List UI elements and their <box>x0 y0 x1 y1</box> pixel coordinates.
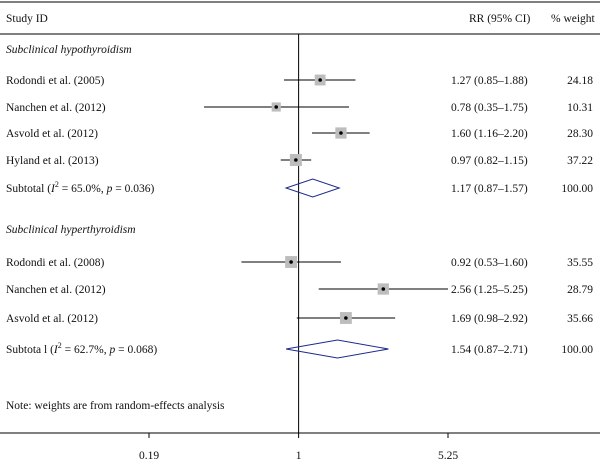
x-tick-label: 1 <box>296 450 302 462</box>
i2-superscript: 2 <box>58 341 62 350</box>
subtotal-prefix: Subtotal ( <box>6 183 51 195</box>
point-estimate <box>318 78 322 82</box>
footnote: Note: weights are from random-effects an… <box>6 400 225 412</box>
point-estimate <box>289 260 293 264</box>
subtotal-label: Subtota l (I2 = 62.7%, p = 0.068) <box>6 341 157 356</box>
weight-value: 28.30 <box>567 128 593 140</box>
weight-value: 10.31 <box>567 102 593 114</box>
group-title: Subclinical hypothyroidism <box>6 44 132 56</box>
study-label: Asvold et al. (2012) <box>6 128 98 140</box>
weight-value: 37.22 <box>567 155 593 167</box>
subtotal-prefix: Subtota l ( <box>6 344 54 356</box>
weight-value: 24.18 <box>567 75 593 87</box>
ci-value: 0.97 (0.82–1.15) <box>451 155 528 167</box>
forest-rows: Subclinical hypothyroidism Rodondi et al.… <box>6 34 593 433</box>
ci-value: 1.27 (0.85–1.88) <box>451 75 528 87</box>
header-weight: % weight <box>551 13 596 25</box>
point-estimate <box>339 131 343 135</box>
x-tick-label: 5.25 <box>438 450 458 462</box>
subtotal-weight-value: 100.00 <box>561 183 593 195</box>
study-label: Nanchen et al. (2012) <box>6 102 106 114</box>
ci-value: 0.92 (0.53–1.60) <box>451 257 528 269</box>
p-symbol: p <box>106 183 113 195</box>
weight-value: 28.79 <box>567 284 593 296</box>
i2-symbol: I <box>50 183 56 195</box>
ci-value: 1.60 (1.16–2.20) <box>451 128 528 140</box>
pooled-diamond <box>284 178 341 198</box>
study-label: Nanchen et al. (2012) <box>6 284 106 296</box>
x-tick-label: 0.19 <box>139 450 159 462</box>
ci-value: 1.69 (0.98–2.92) <box>451 313 528 325</box>
subtotal-weight-value: 100.00 <box>561 344 593 356</box>
study-label: Asvold et al. (2012) <box>6 313 98 325</box>
i2-superscript: 2 <box>55 180 59 189</box>
study-label: Rodondi et al. (2008) <box>6 257 105 269</box>
pooled-diamond <box>285 339 389 359</box>
x-axis: 0.19 1 5.25 <box>139 433 458 462</box>
i2-value: = 65.0%, <box>59 183 107 195</box>
subtotal-ci-value: 1.54 (0.87–2.71) <box>451 344 528 356</box>
study-label: Rodondi et al. (2005) <box>6 75 105 87</box>
group-title: Subclinical hyperthyroidism <box>6 224 136 236</box>
study-label: Hyland et al. (2013) <box>6 155 99 167</box>
weight-value: 35.66 <box>567 313 593 325</box>
point-estimate <box>381 287 386 291</box>
ci-value: 0.78 (0.35–1.75) <box>451 102 528 114</box>
weight-value: 35.55 <box>567 257 593 269</box>
p-value: = 0.036) <box>112 183 154 195</box>
subtotal-ci-value: 1.17 (0.87–1.57) <box>451 183 528 195</box>
point-estimate <box>294 158 298 162</box>
point-estimate <box>344 316 348 320</box>
p-value: = 0.068) <box>115 344 157 356</box>
header-rr-ci: RR (95% CI) <box>469 13 531 25</box>
p-symbol: p <box>108 344 115 356</box>
subtotal-label: Subtotal (I2 = 65.0%, p = 0.036) <box>6 180 154 195</box>
point-estimate <box>274 105 279 109</box>
i2-value: = 62.7%, <box>62 344 110 356</box>
ci-value: 2.56 (1.25–5.25) <box>451 284 528 296</box>
header-study-id: Study ID <box>6 13 48 25</box>
i2-symbol: I <box>53 344 59 356</box>
